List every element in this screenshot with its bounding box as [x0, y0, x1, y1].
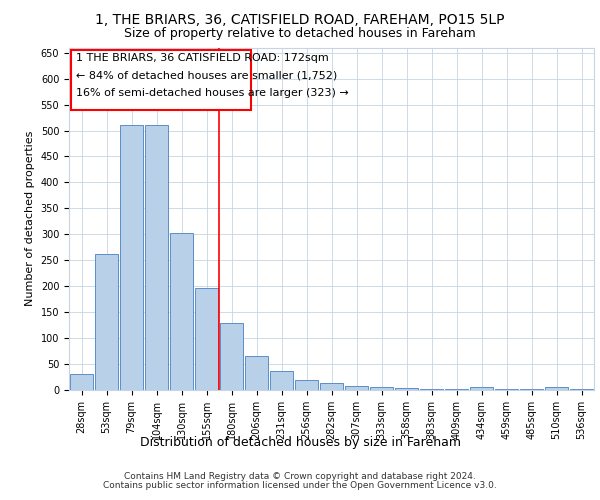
Bar	[420, 389, 443, 390]
Bar	[195, 288, 218, 390]
Bar	[270, 371, 293, 390]
Bar	[470, 388, 493, 390]
Bar	[95, 254, 118, 390]
Text: Contains HM Land Registry data © Crown copyright and database right 2024.: Contains HM Land Registry data © Crown c…	[124, 472, 476, 481]
Bar	[220, 322, 243, 390]
Bar	[345, 386, 368, 390]
Bar	[120, 125, 143, 390]
Text: 1 THE BRIARS, 36 CATISFIELD ROAD: 172sqm: 1 THE BRIARS, 36 CATISFIELD ROAD: 172sqm	[76, 53, 328, 63]
Text: Distribution of detached houses by size in Fareham: Distribution of detached houses by size …	[139, 436, 461, 449]
FancyBboxPatch shape	[71, 50, 251, 110]
Text: ← 84% of detached houses are smaller (1,752): ← 84% of detached houses are smaller (1,…	[76, 71, 337, 81]
Text: Size of property relative to detached houses in Fareham: Size of property relative to detached ho…	[124, 28, 476, 40]
Bar	[545, 388, 568, 390]
Bar	[395, 388, 418, 390]
Text: 16% of semi-detached houses are larger (323) →: 16% of semi-detached houses are larger (…	[76, 88, 348, 99]
Bar	[245, 356, 268, 390]
Bar	[145, 125, 168, 390]
Y-axis label: Number of detached properties: Number of detached properties	[25, 131, 35, 306]
Bar	[70, 374, 93, 390]
Bar	[295, 380, 318, 390]
Bar	[370, 388, 393, 390]
Text: Contains public sector information licensed under the Open Government Licence v3: Contains public sector information licen…	[103, 481, 497, 490]
Bar	[170, 234, 193, 390]
Text: 1, THE BRIARS, 36, CATISFIELD ROAD, FAREHAM, PO15 5LP: 1, THE BRIARS, 36, CATISFIELD ROAD, FARE…	[95, 12, 505, 26]
Bar	[320, 384, 343, 390]
